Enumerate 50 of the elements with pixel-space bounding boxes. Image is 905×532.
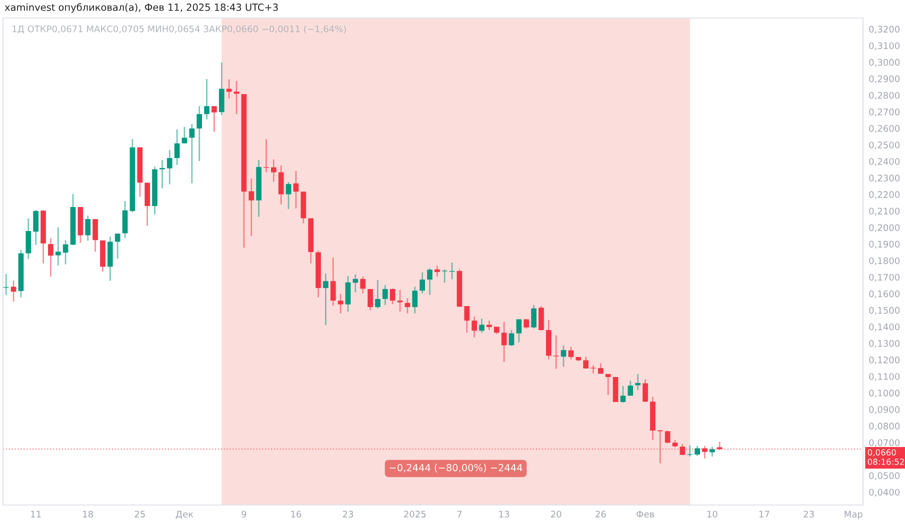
x-tick-label: 10: [707, 510, 718, 518]
y-tick-label: 0,1400: [869, 323, 900, 332]
y-tick-label: 0,1600: [869, 290, 900, 298]
y-tick-label: 0,2500: [869, 142, 900, 150]
x-tick-label: 9: [242, 510, 246, 518]
x-tick-label: 11: [31, 510, 41, 518]
y-tick-label: 0,1200: [869, 356, 900, 364]
ref-line-label: 0,0660 08:16:52: [868, 449, 904, 465]
y-tick-label: 0,3200: [869, 26, 900, 34]
x-tick-label: 17: [759, 510, 770, 518]
y-tick-label: 0,1000: [869, 390, 900, 398]
y-tick-label: 0,1700: [869, 274, 900, 282]
y-tick-label: 0,2200: [869, 191, 900, 199]
x-tick-label: 16: [291, 510, 302, 518]
x-tick-label: Фев: [636, 510, 654, 518]
y-tick-label: 0,2600: [869, 125, 900, 133]
y-tick-label: 0,3000: [869, 58, 900, 67]
x-tick-label: 2025: [404, 510, 426, 518]
x-tick-label: 20: [551, 510, 562, 518]
y-tick-label: 0,0700: [869, 439, 900, 447]
y-tick-label: 0,2000: [869, 224, 900, 232]
y-tick-label: 0,0800: [869, 422, 900, 430]
x-tick-label: 25: [134, 510, 145, 518]
y-tick-label: 0,2300: [869, 174, 900, 182]
x-tick-label: 26: [596, 510, 606, 518]
x-tick-label: 23: [342, 510, 354, 518]
band-label: −0,2444 (−80,00%) −2444: [390, 464, 522, 472]
y-tick-label: 0,1500: [869, 306, 900, 315]
x-tick-label: 23: [804, 510, 814, 518]
y-tick-label: 0,0900: [869, 406, 900, 414]
candlestick: [590, 364, 596, 374]
y-tick-label: 0,0400: [869, 488, 900, 497]
x-tick-label: Дек: [176, 510, 194, 519]
y-tick-label: 0,2100: [869, 208, 900, 216]
y-tick-label: 0,2700: [869, 108, 900, 116]
y-tick-label: 0,1900: [869, 240, 900, 249]
y-tick-label: 0,1100: [869, 373, 900, 381]
text: 1Д ОТКР0,0671 МАКС0,0705 МИН0,0654 ЗАКР0,0660 −0,0011 (−1,64%): [12, 25, 346, 34]
chart-title: xaminvest опубликовал(а), Фев 11, 2025 18:43 UTC+3: [4, 3, 278, 13]
x-tick-label: 13: [499, 510, 510, 518]
y-tick-label: 0,0500: [869, 472, 900, 480]
y-tick-label: 0,1300: [869, 340, 900, 348]
y-tick-label: 0,2800: [869, 92, 900, 100]
y-tick-label: 0,2400: [869, 158, 900, 166]
y-tick-label: 0,3100: [869, 42, 900, 50]
y-tick-label: 0,1800: [869, 257, 900, 266]
y-tick-label: 0,2900: [869, 75, 900, 84]
x-tick-label: 7: [457, 510, 462, 518]
x-tick-label: Мар: [844, 510, 862, 520]
x-tick-label: 18: [83, 510, 93, 518]
